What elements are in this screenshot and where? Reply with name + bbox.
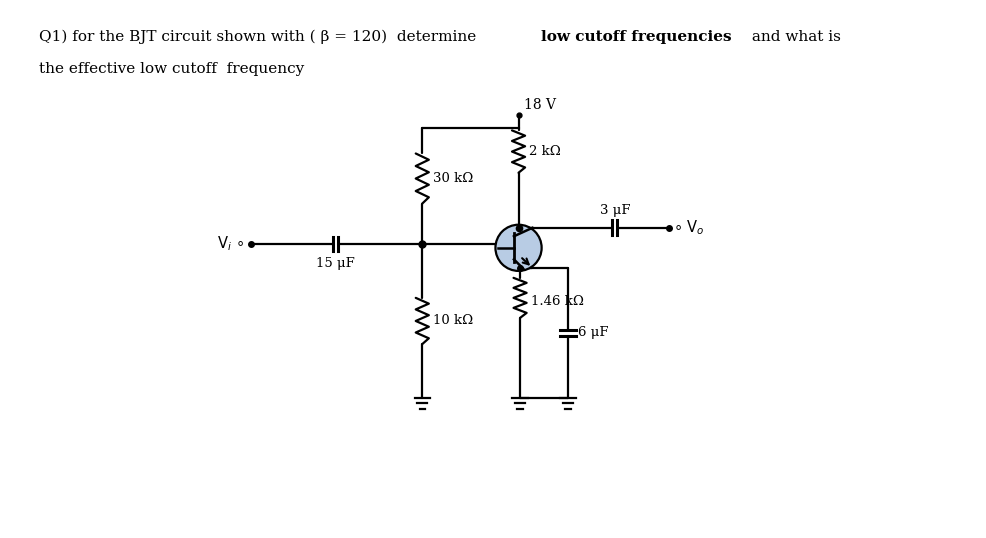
Text: and what is: and what is: [746, 30, 840, 44]
Text: 6 μF: 6 μF: [577, 327, 607, 339]
Text: 30 kΩ: 30 kΩ: [433, 172, 473, 185]
Text: V$_i$ $\circ$: V$_i$ $\circ$: [217, 235, 245, 253]
Text: 2 kΩ: 2 kΩ: [528, 145, 560, 158]
Text: $\circ$ V$_o$: $\circ$ V$_o$: [671, 218, 704, 237]
Text: 18 V: 18 V: [524, 97, 555, 111]
Text: the effective low cutoff  frequency: the effective low cutoff frequency: [39, 62, 305, 76]
Text: 3 μF: 3 μF: [599, 204, 629, 217]
Text: 1.46 kΩ: 1.46 kΩ: [530, 295, 583, 308]
Text: low cutoff frequencies: low cutoff frequencies: [540, 30, 731, 44]
Text: 15 μF: 15 μF: [316, 257, 354, 270]
Text: Q1) for the BJT circuit shown with ( β = 120)  determine: Q1) for the BJT circuit shown with ( β =…: [39, 30, 481, 44]
Text: 10 kΩ: 10 kΩ: [433, 315, 472, 328]
Circle shape: [495, 225, 541, 271]
